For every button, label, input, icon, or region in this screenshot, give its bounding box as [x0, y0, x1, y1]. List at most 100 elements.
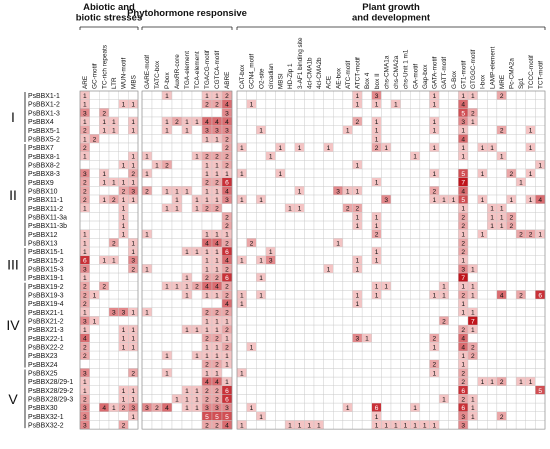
heatmap-cell: [352, 394, 363, 404]
heatmap-cell: [236, 108, 247, 118]
heatmap-cell: [313, 385, 324, 395]
heatmap-cell: [438, 212, 449, 222]
heatmap-cell: [410, 116, 421, 126]
heatmap-cell: [506, 177, 517, 187]
heatmap-cell: [128, 212, 139, 222]
heatmap-cell: [333, 220, 344, 230]
heatmap-cell-value: 1: [432, 102, 436, 109]
heatmap-cell-value: 1: [500, 223, 504, 230]
heatmap-cell: [477, 368, 488, 378]
heatmap-cell: [99, 420, 110, 430]
heatmap-cell: [304, 316, 315, 326]
heatmap-cell: [467, 385, 478, 395]
heatmap-cell-value: 3: [122, 310, 126, 317]
heatmap-cell: [313, 350, 324, 360]
heatmap-cell: [294, 385, 305, 395]
heatmap-cell-value: 1: [102, 180, 106, 187]
heatmap-cell: [181, 229, 193, 239]
heatmap-cell-value: 1: [205, 370, 209, 377]
heatmap-cell: [477, 298, 488, 308]
row-labels: PsBBX1-1PsBBX1-2PsBBX1-3PsBBX4PsBBX5-1Ps…: [28, 93, 73, 429]
heatmap-cell-value: 2: [83, 188, 87, 195]
heatmap-cell-value: 1: [346, 128, 350, 135]
heatmap-cell: [313, 151, 324, 161]
heatmap-cell: [256, 376, 267, 386]
heatmap-cell: [313, 125, 324, 135]
heatmap-cell: [89, 411, 100, 421]
column-label: GA-motif: [412, 64, 419, 89]
heatmap-cell: [246, 177, 257, 187]
heatmap-cell: [525, 186, 536, 196]
heatmap-cell: [410, 212, 421, 222]
heatmap-cell: [89, 368, 100, 378]
heatmap-cell: [438, 368, 449, 378]
heatmap-cell-value: 2: [205, 362, 209, 369]
heatmap-cell: [151, 298, 163, 308]
heatmap-cell-value: 1: [240, 292, 244, 299]
heatmap-cell-value: 1: [298, 422, 302, 429]
heatmap-cell: [371, 160, 382, 170]
heatmap-cell: [181, 316, 193, 326]
heatmap-cell-value: 1: [461, 301, 465, 308]
heatmap-cell-value: 1: [259, 258, 263, 265]
heatmap-cell: [506, 411, 517, 421]
heatmap-cell: [246, 333, 257, 343]
row-label: PsBBX22-1: [28, 336, 64, 343]
heatmap-cell-value: 1: [259, 414, 263, 421]
heatmap-cell: [410, 298, 421, 308]
heatmap-cell: [515, 264, 526, 274]
heatmap-cell: [161, 108, 173, 118]
row-label: PsBBX32-2: [28, 423, 64, 430]
heatmap-cell: [141, 90, 153, 100]
heatmap-cell: [333, 160, 344, 170]
heatmap-cell: [313, 229, 324, 239]
heatmap-cell: [313, 142, 324, 152]
heatmap-cell: [429, 134, 440, 144]
column-label: TCA-element: [194, 51, 201, 89]
heatmap-cell-value: 5: [461, 197, 465, 204]
heatmap-cell: [118, 281, 129, 291]
heatmap-cell: [275, 255, 286, 265]
heatmap-cell-value: 2: [205, 275, 209, 282]
heatmap-cell: [535, 350, 546, 360]
row-label: PsBBX28/29-3: [28, 397, 73, 404]
heatmap-cell: [525, 116, 536, 126]
heatmap-cell: [99, 298, 110, 308]
heatmap-cell: [256, 160, 267, 170]
heatmap-cell: [535, 368, 546, 378]
heatmap-cell: [352, 246, 363, 256]
heatmap-cell: [381, 168, 392, 178]
row-label: PsBBX9: [28, 180, 54, 187]
heatmap-cell: [496, 229, 507, 239]
heatmap-cell: [118, 246, 129, 256]
heatmap-cell: [381, 342, 392, 352]
heatmap-cell: [275, 151, 286, 161]
heatmap-cell: [294, 272, 305, 282]
heatmap-cell: [429, 246, 440, 256]
heatmap-cell: [535, 316, 546, 326]
heatmap-cell-values: 1 1 1 1 2 1 3 1 1 1 21 1 1 2 2 4 1 1 1 1 1 43 2 3 5 21 1 1 1 1 2 1 1 4 4 4 2…: [83, 93, 542, 429]
heatmap-cell: [284, 255, 295, 265]
heatmap-cell: [181, 333, 193, 343]
heatmap-cell: [381, 90, 392, 100]
heatmap-cell: [108, 394, 119, 404]
heatmap-cell-value: 3: [131, 258, 135, 265]
heatmap-cell: [390, 281, 401, 291]
heatmap-cell-value: 1: [461, 128, 465, 135]
heatmap-cell: [419, 160, 430, 170]
heatmap-cell: [304, 116, 315, 126]
heatmap-cell-value: 3: [83, 171, 87, 178]
heatmap-cell: [361, 350, 372, 360]
heatmap-cell: [333, 272, 344, 282]
heatmap-cell: [89, 220, 100, 230]
heatmap-cell: [151, 290, 163, 300]
heatmap-cell: [438, 342, 449, 352]
heatmap-cell: [487, 151, 498, 161]
heatmap-cell-value: 3: [83, 266, 87, 273]
subfamily-label: II: [9, 187, 17, 203]
heatmap-cell: [438, 411, 449, 421]
heatmap-cell-value: 1: [355, 93, 359, 100]
heatmap-cell: [410, 385, 421, 395]
heatmap-cell: [275, 125, 286, 135]
